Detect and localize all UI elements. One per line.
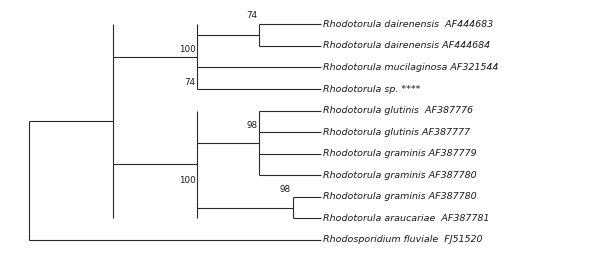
Text: Rhodotorula glutinis  AF387776: Rhodotorula glutinis AF387776 xyxy=(323,106,473,115)
Text: 98: 98 xyxy=(280,185,291,194)
Text: 98: 98 xyxy=(246,121,257,130)
Text: Rhodotorula graminis AF387780: Rhodotorula graminis AF387780 xyxy=(323,192,477,201)
Text: 74: 74 xyxy=(184,78,196,87)
Text: 74: 74 xyxy=(246,11,257,20)
Text: Rhodotorula dairenensis  AF444683: Rhodotorula dairenensis AF444683 xyxy=(323,20,493,29)
Text: Rhodotorula graminis AF387780: Rhodotorula graminis AF387780 xyxy=(323,171,477,180)
Text: Rhodotorula glutinis AF387777: Rhodotorula glutinis AF387777 xyxy=(323,128,470,137)
Text: 100: 100 xyxy=(179,45,196,54)
Text: Rhodosporidium fluviale  FJ51520: Rhodosporidium fluviale FJ51520 xyxy=(323,235,483,244)
Text: Rhodotorula graminis AF387779: Rhodotorula graminis AF387779 xyxy=(323,149,477,158)
Text: Rhodotorula araucariae  AF387781: Rhodotorula araucariae AF387781 xyxy=(323,214,489,223)
Text: Rhodotorula mucilaginosa AF321544: Rhodotorula mucilaginosa AF321544 xyxy=(323,63,499,72)
Text: Rhodotorula dairenensis AF444684: Rhodotorula dairenensis AF444684 xyxy=(323,41,490,50)
Text: 100: 100 xyxy=(179,176,196,185)
Text: Rhodotorula sp. ****: Rhodotorula sp. **** xyxy=(323,85,421,94)
